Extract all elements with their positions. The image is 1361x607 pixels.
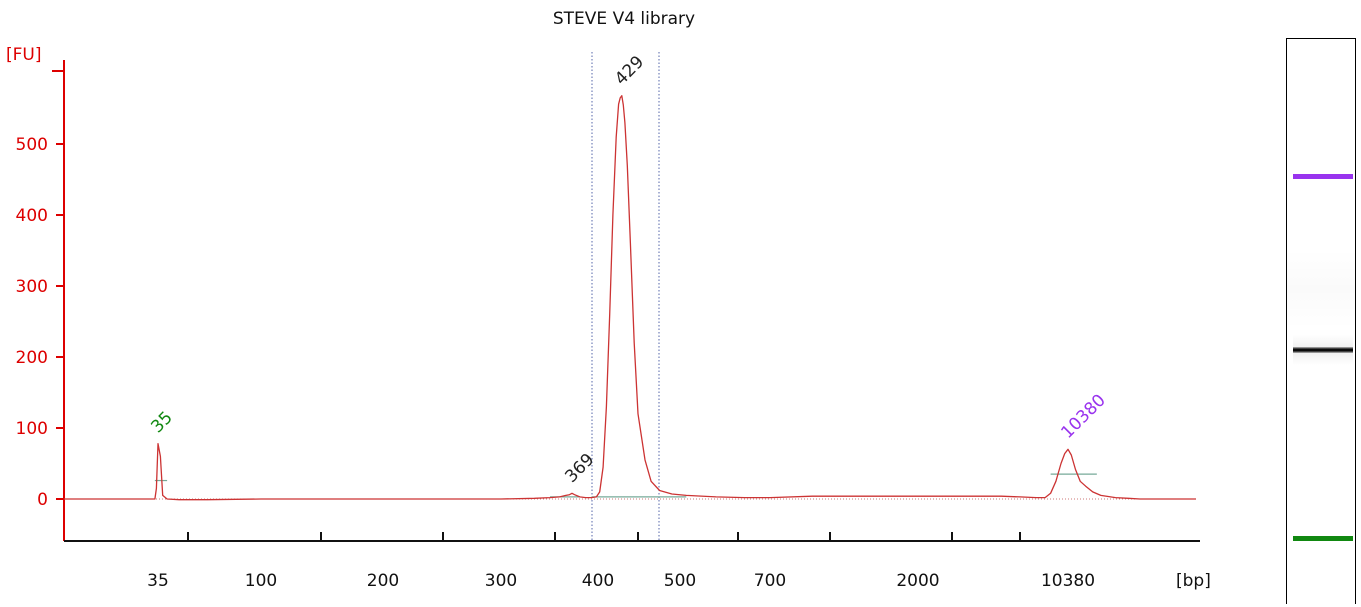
peak-label: 35	[147, 408, 176, 437]
x-tick-label: 200	[367, 571, 399, 591]
gel-band-sample	[1293, 347, 1353, 353]
x-tick-label: 35	[147, 571, 169, 591]
y-axis-label: [FU]	[6, 45, 42, 65]
chart-title: STEVE V4 library	[553, 9, 695, 29]
x-tick-label: 100	[245, 571, 277, 591]
y-tick-label: 500	[16, 135, 48, 155]
gel-lane-image	[1286, 38, 1356, 604]
gel-background-haze	[1287, 249, 1355, 329]
x-tick-label: 500	[664, 571, 696, 591]
peak-label: 369	[561, 450, 598, 487]
signal-trace	[64, 95, 1196, 501]
y-tick-label: 200	[16, 348, 48, 368]
y-tick-label: 300	[16, 277, 48, 297]
peak-label: 10380	[1057, 390, 1109, 442]
gel-band-upper-marker	[1293, 174, 1353, 179]
y-tick-label: 100	[16, 419, 48, 439]
electropherogram-chart: STEVE V4 library [FU] [bp] 0 100 200 300 400…	[6, 9, 1211, 591]
x-tick-label: 10380	[1041, 571, 1095, 591]
x-axis-label: [bp]	[1176, 571, 1211, 591]
peak-label: 429	[611, 52, 648, 89]
x-tick-label: 400	[582, 571, 614, 591]
y-tick-label: 0	[37, 490, 48, 510]
x-tick-label: 300	[485, 571, 517, 591]
y-tick-label: 400	[16, 206, 48, 226]
x-tick-label: 700	[754, 571, 786, 591]
x-tick-label: 2000	[896, 571, 939, 591]
plot-area: 0 100 200 300 400 500 35 100 200 300 400 500 700 2000…	[16, 52, 1200, 591]
gel-band-lower-marker	[1293, 536, 1353, 541]
